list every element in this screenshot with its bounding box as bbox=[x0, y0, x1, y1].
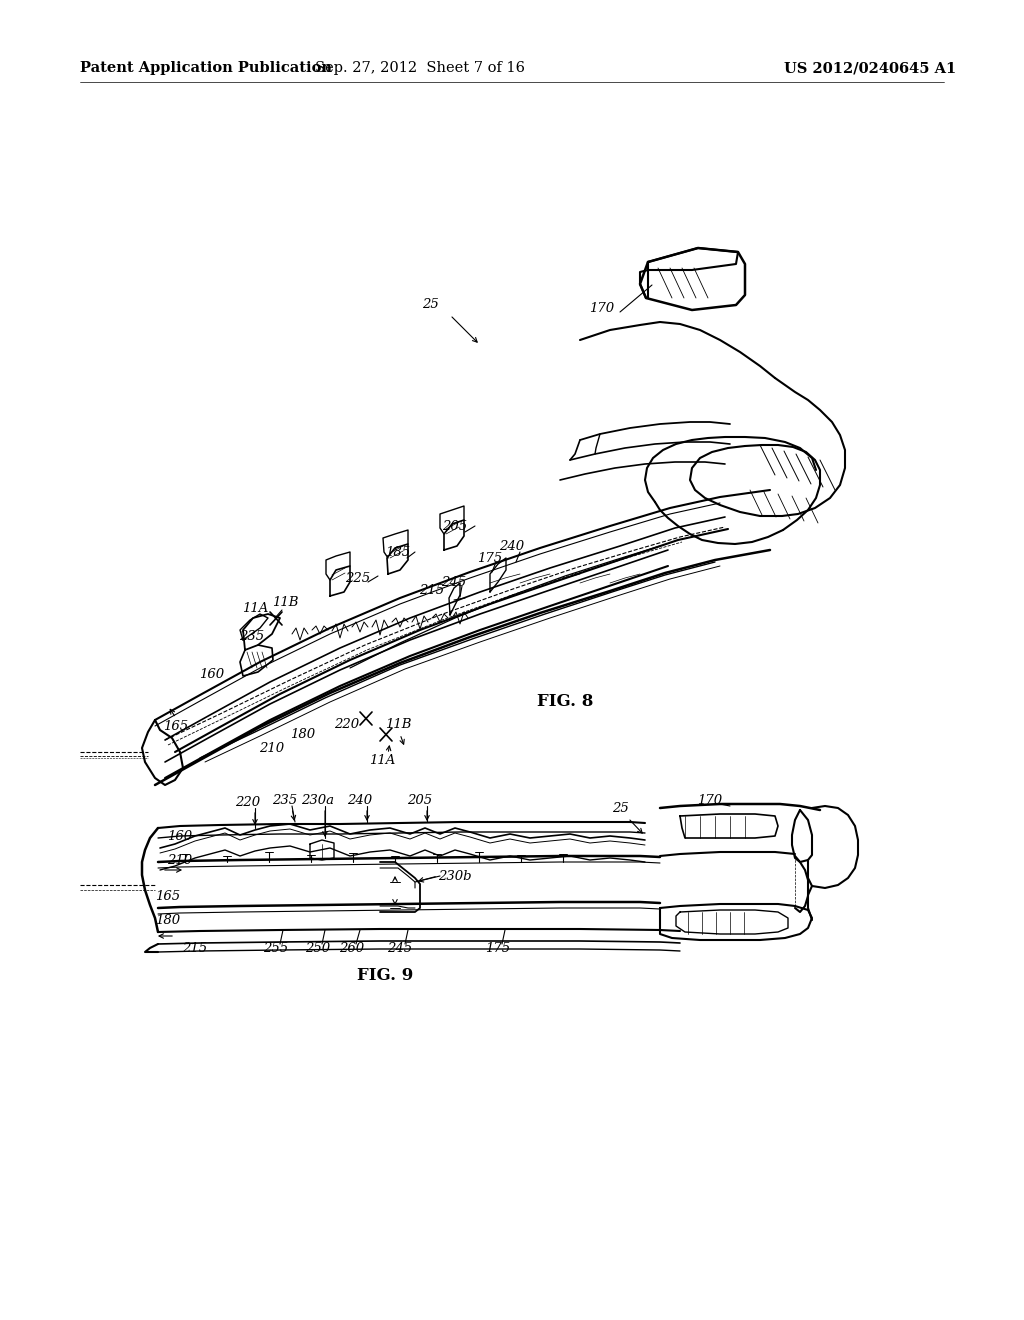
Text: 25: 25 bbox=[611, 801, 629, 814]
Text: 215: 215 bbox=[420, 583, 444, 597]
Text: 205: 205 bbox=[408, 793, 432, 807]
Text: 165: 165 bbox=[164, 719, 188, 733]
Text: 240: 240 bbox=[347, 793, 373, 807]
Text: 210: 210 bbox=[168, 854, 193, 866]
Text: 220: 220 bbox=[335, 718, 359, 730]
Text: Patent Application Publication: Patent Application Publication bbox=[80, 61, 332, 75]
Text: US 2012/0240645 A1: US 2012/0240645 A1 bbox=[784, 61, 956, 75]
Text: 160: 160 bbox=[168, 829, 193, 842]
Text: 180: 180 bbox=[291, 729, 315, 742]
Text: 25: 25 bbox=[422, 298, 438, 312]
Text: 175: 175 bbox=[477, 552, 503, 565]
Text: 11A: 11A bbox=[242, 602, 268, 615]
Text: 220: 220 bbox=[236, 796, 260, 808]
Text: 260: 260 bbox=[339, 941, 365, 954]
Text: 180: 180 bbox=[156, 913, 180, 927]
Text: 175: 175 bbox=[485, 941, 511, 954]
Text: 205: 205 bbox=[442, 520, 468, 533]
Text: 160: 160 bbox=[200, 668, 224, 681]
Text: 185: 185 bbox=[385, 545, 411, 558]
Text: 165: 165 bbox=[156, 890, 180, 903]
Text: 215: 215 bbox=[182, 941, 208, 954]
Text: Sep. 27, 2012  Sheet 7 of 16: Sep. 27, 2012 Sheet 7 of 16 bbox=[315, 61, 525, 75]
Text: 11B: 11B bbox=[385, 718, 412, 730]
Text: 235: 235 bbox=[240, 630, 264, 643]
Text: 245: 245 bbox=[441, 576, 467, 589]
Text: 245: 245 bbox=[387, 941, 413, 954]
Text: 230b: 230b bbox=[438, 870, 472, 883]
Text: 11B: 11B bbox=[271, 595, 298, 609]
Text: FIG. 8: FIG. 8 bbox=[537, 693, 593, 710]
Text: 170: 170 bbox=[590, 301, 614, 314]
Text: 170: 170 bbox=[697, 793, 723, 807]
Text: 240: 240 bbox=[500, 540, 524, 553]
Text: 250: 250 bbox=[305, 941, 331, 954]
Text: 11A: 11A bbox=[369, 754, 395, 767]
Text: FIG. 9: FIG. 9 bbox=[357, 968, 413, 985]
Text: 230a: 230a bbox=[301, 793, 335, 807]
Text: 225: 225 bbox=[345, 572, 371, 585]
Text: 235: 235 bbox=[272, 793, 298, 807]
Text: 255: 255 bbox=[263, 941, 289, 954]
Text: 210: 210 bbox=[259, 742, 285, 755]
